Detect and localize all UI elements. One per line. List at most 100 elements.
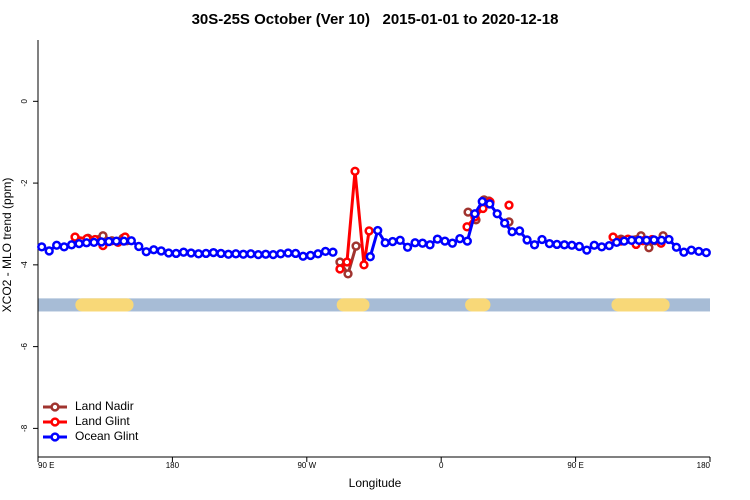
point — [425, 240, 435, 250]
point — [529, 240, 540, 250]
point — [567, 240, 577, 250]
ocean-band — [38, 298, 710, 312]
land-band — [611, 298, 670, 312]
point — [201, 248, 211, 259]
point — [470, 209, 480, 219]
legend-marker — [50, 432, 60, 442]
point — [141, 247, 151, 257]
point — [343, 269, 353, 279]
point — [462, 236, 472, 246]
point — [701, 247, 711, 258]
point — [440, 236, 450, 246]
point — [455, 234, 465, 244]
y-tick-label: -4 — [20, 261, 29, 269]
point — [208, 247, 219, 258]
point — [186, 248, 196, 258]
chart-title: 30S-25S October (Ver 10) 2015-01-01 to 2… — [192, 11, 559, 28]
point — [171, 248, 181, 259]
point — [276, 249, 286, 259]
point — [89, 237, 99, 248]
point — [44, 246, 54, 256]
x-tick-label: 90 W — [297, 461, 316, 470]
point — [164, 248, 174, 258]
point — [589, 240, 599, 250]
point — [350, 166, 360, 176]
point — [597, 242, 607, 252]
point — [656, 235, 667, 245]
point — [74, 238, 84, 249]
point — [619, 236, 629, 246]
point — [694, 246, 704, 257]
x-tick-label: 90 E — [38, 461, 54, 470]
point — [388, 236, 398, 247]
legend-marker — [50, 402, 60, 412]
point — [268, 249, 278, 260]
point — [216, 248, 226, 259]
point — [134, 241, 144, 252]
point — [52, 240, 62, 250]
point — [395, 235, 405, 245]
point — [544, 238, 555, 249]
point — [380, 238, 390, 248]
point — [193, 249, 204, 259]
point — [246, 249, 256, 259]
point — [342, 257, 352, 267]
point — [66, 240, 77, 250]
point — [351, 241, 361, 251]
point — [604, 240, 614, 251]
point — [37, 242, 47, 252]
point — [261, 249, 271, 259]
point — [328, 247, 338, 257]
point — [634, 235, 644, 245]
point — [574, 241, 584, 252]
y-tick-label: -8 — [20, 424, 29, 432]
point — [364, 226, 374, 236]
point — [359, 260, 369, 270]
point — [290, 248, 301, 259]
point — [373, 225, 383, 236]
y-axis-label: XCO2 - MLO trend (ppm) — [0, 178, 14, 313]
point — [149, 245, 159, 255]
point — [59, 242, 69, 252]
point — [104, 236, 114, 247]
point — [432, 234, 443, 244]
land-band — [336, 298, 370, 312]
point — [126, 236, 136, 246]
point — [582, 245, 592, 255]
point — [402, 242, 413, 252]
land-band — [465, 298, 491, 312]
point — [231, 249, 241, 259]
point — [626, 235, 637, 245]
point — [238, 249, 248, 259]
x-tick-label: 90 E — [567, 461, 583, 470]
point — [365, 252, 375, 262]
point — [96, 237, 107, 247]
point — [686, 245, 696, 255]
x-tick-label: 0 — [439, 461, 444, 470]
point — [507, 227, 517, 237]
point — [119, 236, 129, 246]
x-axis-label: Longitude — [349, 476, 402, 490]
point — [559, 240, 570, 250]
point — [111, 236, 122, 246]
point — [485, 199, 495, 209]
point — [612, 237, 622, 248]
y-tick-label: 0 — [20, 99, 29, 104]
point — [644, 243, 654, 253]
point — [253, 249, 263, 260]
point — [70, 232, 80, 242]
legend-label: Ocean Glint — [75, 429, 139, 443]
point — [320, 246, 331, 257]
x-tick-label: 180 — [697, 461, 711, 470]
point — [81, 238, 92, 248]
point — [447, 238, 458, 248]
point — [313, 249, 323, 259]
point — [492, 209, 502, 219]
point — [156, 246, 166, 256]
point — [417, 238, 428, 248]
point — [500, 218, 510, 228]
legend-label: Land Nadir — [75, 399, 134, 413]
point — [671, 242, 682, 252]
